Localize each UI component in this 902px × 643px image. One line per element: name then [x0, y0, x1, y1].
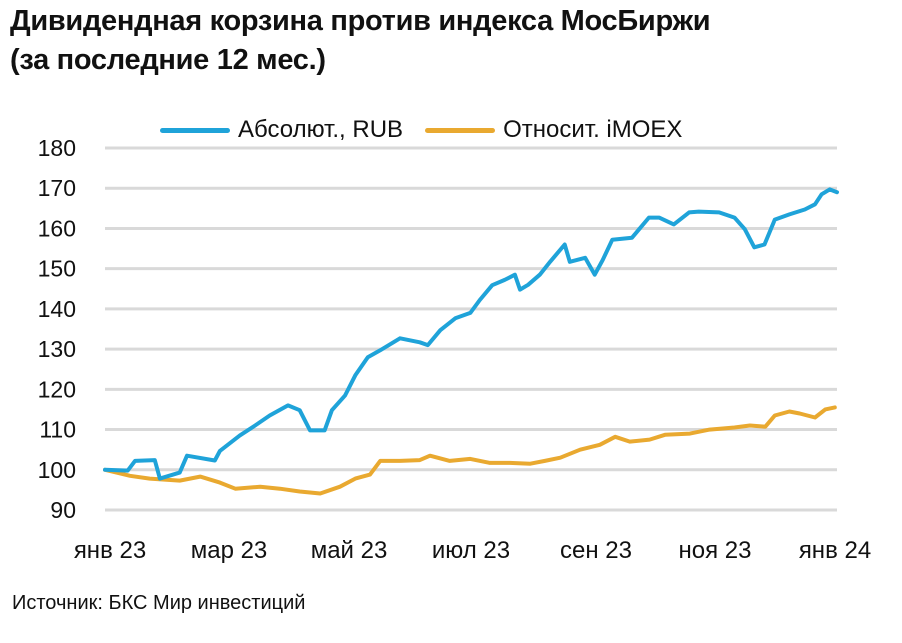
y-tick-label: 130	[38, 336, 76, 362]
y-tick-label: 90	[50, 497, 76, 523]
y-tick-label: 100	[38, 457, 76, 483]
legend-swatch-absolute	[160, 127, 230, 133]
chart-title-line2: (за последние 12 мес.)	[10, 44, 326, 76]
x-tick-label: янв 23	[74, 537, 146, 564]
legend-item-absolute: Абсолют., RUB	[160, 116, 403, 144]
series-line-relative	[103, 405, 837, 496]
series-line-absolute	[103, 187, 839, 481]
chart-title: Дивидендная корзина против индекса МосБи…	[10, 2, 711, 80]
y-tick-label: 160	[38, 215, 76, 241]
x-tick-label: май 23	[311, 537, 388, 564]
x-tick-label: июл 23	[432, 537, 510, 564]
legend-label-relative: Относит. iMOEX	[503, 116, 683, 143]
x-tick-label: янв 24	[799, 537, 871, 564]
x-tick-label: сен 23	[560, 537, 632, 564]
legend-item-relative: Относит. iMOEX	[425, 116, 682, 144]
y-axis-labels: 180 170 160 150 140 130 120 110 100 90	[38, 135, 76, 523]
chart-title-line1: Дивидендная корзина против индекса МосБи…	[10, 5, 711, 37]
y-tick-label: 120	[38, 376, 76, 402]
y-tick-label: 180	[38, 135, 76, 161]
x-tick-label: ноя 23	[679, 537, 752, 564]
y-tick-label: 170	[38, 175, 76, 201]
gridlines	[105, 146, 837, 512]
x-axis-labels: янв 23 мар 23 май 23 июл 23 сен 23 ноя 23 янв …	[74, 537, 871, 564]
x-tick-label: мар 23	[191, 537, 268, 564]
chart-legend: Абсолют., RUB Относит. iMOEX	[160, 113, 704, 147]
source-note: Источник: БКС Мир инвестиций	[12, 592, 306, 614]
legend-label-absolute: Абсолют., RUB	[238, 116, 404, 143]
legend-swatch-relative	[425, 127, 496, 133]
y-tick-label: 150	[38, 256, 76, 282]
y-tick-label: 140	[38, 296, 76, 322]
y-tick-label: 110	[39, 417, 76, 443]
